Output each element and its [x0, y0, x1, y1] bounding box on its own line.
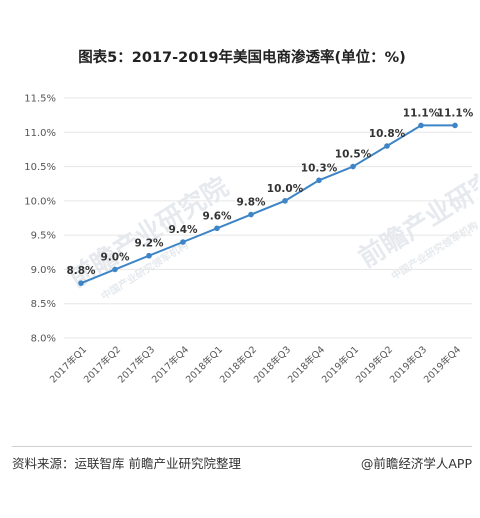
data-point [316, 177, 322, 184]
y-tick-label: 11.5% [24, 94, 56, 105]
y-tick-label: 9.5% [31, 231, 56, 242]
y-tick-label: 10.5% [24, 162, 56, 173]
source-note: 资料来源：运联智库 前瞻产业研究院整理 [12, 456, 241, 471]
chart-canvas: 前瞻产业研究院 中国产业研究领军机构 前瞻产业研究院 中国产业研究领军机构 8.… [24, 94, 478, 386]
data-point [180, 239, 186, 245]
data-point [418, 122, 424, 129]
data-label: 11.1% [403, 107, 440, 119]
data-point [384, 143, 390, 149]
data-label: 9.2% [134, 238, 164, 250]
data-point [248, 211, 254, 218]
data-labels: 8.8% 9.0% 9.2% 9.4% 9.6% 9.8%10.0% 10.3%10.5% 1… [66, 107, 473, 277]
y-tick-label: 11.0% [24, 128, 56, 139]
data-label: 10.0% [267, 183, 304, 195]
data-point [350, 163, 356, 170]
chart-footer: 资料来源：运联智库 前瞻产业研究院整理 @前瞻经济学人APP [12, 446, 472, 473]
x-axis-ticks: 2017年Q12017年Q22017年Q32017年Q42018年Q12018年… [47, 344, 463, 386]
data-point [214, 225, 220, 232]
data-point [78, 280, 84, 286]
watermark-text-2: 前瞻产业研究院 [353, 151, 478, 274]
y-tick-label: 9.0% [31, 265, 56, 276]
series-line [80, 124, 455, 285]
y-tick-label: 8.0% [31, 334, 56, 345]
data-point [146, 252, 152, 259]
watermark-layer: 前瞻产业研究院 中国产业研究领军机构 前瞻产业研究院 中国产业研究领军机构 [63, 151, 478, 302]
data-label: 9.8% [236, 197, 266, 209]
chart-title: 图表5：2017-2019年美国电商渗透率(单位：%) [78, 50, 406, 66]
data-label: 9.4% [168, 224, 198, 236]
data-point [282, 198, 288, 204]
series-layer [78, 122, 458, 286]
data-label: 9.0% [100, 251, 130, 263]
y-axis-ticks: 8.0% 8.5% 9.0% 9.5% 10.0% 10.5% 11.0% 11.5% [24, 94, 56, 345]
data-label: 10.8% [369, 128, 406, 140]
data-point [452, 122, 458, 129]
grid-layer [64, 97, 472, 339]
credit-note: @前瞻经济学人APP [360, 456, 472, 471]
y-tick-label: 8.5% [31, 299, 56, 310]
data-label: 10.3% [301, 162, 338, 174]
chart-figure: 前瞻产业研究院 中国产业研究领军机构 前瞻产业研究院 中国产业研究领军机构 8.… [6, 38, 478, 471]
data-label: 10.5% [335, 149, 372, 161]
data-label: 11.1% [437, 107, 474, 119]
data-label: 9.6% [202, 210, 232, 222]
data-label: 8.8% [66, 265, 96, 277]
y-tick-label: 10.0% [24, 196, 56, 207]
data-point [112, 266, 118, 273]
x-tick-label: 2019年Q4 [421, 344, 463, 386]
